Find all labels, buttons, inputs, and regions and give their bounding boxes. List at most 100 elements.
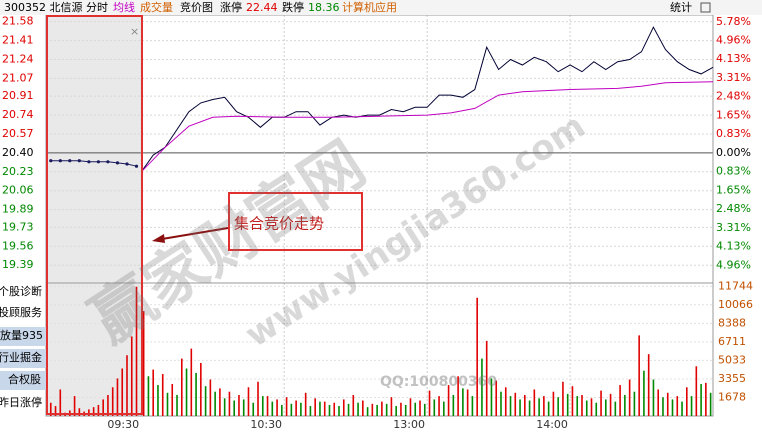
volume-bar (180, 358, 183, 416)
volume-bar (528, 400, 531, 416)
volume-bar (619, 385, 621, 416)
volume-bar (266, 396, 269, 416)
volume-bar (428, 390, 431, 416)
volume-bar (533, 389, 536, 416)
volume-bar (381, 401, 383, 416)
volume-bar (281, 404, 283, 416)
volume-bar (97, 404, 100, 416)
menu-item[interactable]: 昨日涨停 (0, 395, 42, 409)
tab[interactable]: 均线 (113, 0, 135, 14)
y-tick-label: 21.41 (2, 34, 34, 47)
volume-bar (462, 388, 464, 416)
volume-bar (638, 335, 640, 416)
volume-bar (543, 396, 545, 416)
y2-tick-label: 0.83% (716, 165, 751, 178)
volume-bar (657, 389, 660, 416)
x-tick-label: 10:30 (250, 418, 282, 431)
volume-bar (662, 397, 664, 416)
volume-bar (666, 392, 669, 416)
x-tick-label: 13:00 (393, 418, 425, 431)
volume-bar (233, 400, 235, 416)
limit-down-label: 跌停 (282, 0, 304, 14)
y2-tick-label: 2.48% (716, 90, 751, 103)
volume-tick-label: 5033 (718, 353, 746, 366)
volume-bar (147, 376, 150, 416)
watermark: QQ:100800360 (380, 374, 497, 390)
volume-bar (471, 396, 474, 416)
stats-button[interactable]: 统计 (670, 1, 692, 14)
volume-bar (509, 396, 512, 416)
volume-bar (400, 402, 402, 416)
limit-down: 18.36 (308, 1, 340, 14)
volume-bar (362, 400, 364, 416)
volume-tick-label: 3355 (718, 372, 746, 385)
volume-bar (538, 398, 540, 416)
y-tick-label: 20.23 (2, 165, 34, 178)
industry: 计算机应用 (342, 0, 397, 14)
volume-tick-label: 8388 (718, 316, 746, 329)
y2-tick-label: 1.65% (716, 108, 751, 121)
volume-bar (214, 391, 216, 416)
volume-bar (624, 395, 626, 416)
menu-item[interactable]: 投顾服务 (0, 305, 42, 319)
volume-bar (705, 382, 707, 416)
volume-bar (314, 398, 316, 416)
arrow-head (152, 234, 165, 243)
volume-bar (519, 399, 521, 416)
y2-tick-label: 0.83% (716, 127, 751, 140)
y2-tick-label: 4.96% (716, 33, 751, 46)
menu-item[interactable]: 个股诊断 (0, 284, 42, 298)
volume-bar (252, 402, 255, 416)
volume-bar (176, 395, 178, 416)
y-tick-label: 20.57 (2, 127, 34, 140)
tab[interactable]: 成交量 (140, 0, 173, 14)
volume-bar (107, 395, 109, 416)
volume-bar (395, 406, 397, 416)
annotation-text: 集合竞价走势 (234, 215, 324, 233)
volume-bar (409, 398, 412, 416)
y-tick-label: 21.58 (2, 15, 34, 28)
volume-bar (571, 386, 574, 416)
menu-item[interactable]: 合权股 (8, 372, 41, 386)
volume-bar (171, 383, 174, 416)
menu-item[interactable]: 放量935 (0, 328, 43, 342)
menu-highlight (0, 327, 46, 346)
tab[interactable]: 分时 (86, 1, 108, 14)
y2-tick-label: 0.00% (716, 146, 751, 159)
volume-bar (304, 392, 307, 416)
volume-bar (457, 376, 459, 416)
volume-bar (652, 379, 655, 416)
x-tick-label: 14:00 (536, 418, 568, 431)
volume-bar (323, 401, 326, 416)
stock-name: 300352 北信源 (4, 0, 83, 14)
tab[interactable]: 竞价图 (180, 0, 213, 14)
window-button[interactable] (700, 2, 711, 13)
annotation-box (228, 192, 363, 251)
volume-bar (223, 398, 226, 416)
menu-item[interactable]: 行业掘金 (0, 350, 42, 364)
volume-bar (261, 396, 264, 416)
annotation-arrow (161, 227, 229, 240)
volume-bar (347, 403, 350, 416)
volume-bar (514, 392, 517, 416)
y-tick-label: 19.89 (2, 203, 34, 216)
y-tick-label: 19.56 (2, 239, 34, 252)
volume-bar (633, 391, 636, 416)
volume-bar (433, 399, 436, 416)
volume-bar (49, 402, 52, 416)
volume-bar (247, 387, 250, 416)
volume-bar (423, 403, 426, 416)
volume-bar (500, 391, 502, 416)
volume-bar (495, 380, 498, 416)
close-icon[interactable]: × (130, 25, 139, 38)
y-tick-label: 19.39 (2, 258, 34, 271)
volume-bar (504, 387, 507, 416)
volume-bar (581, 395, 583, 416)
volume-bar (157, 385, 159, 416)
volume-bar (562, 381, 564, 416)
volume-bar (357, 402, 359, 416)
volume-tick-label: 10066 (718, 298, 753, 311)
x-tick-label: 09:30 (107, 418, 139, 431)
volume-bar (59, 389, 62, 416)
